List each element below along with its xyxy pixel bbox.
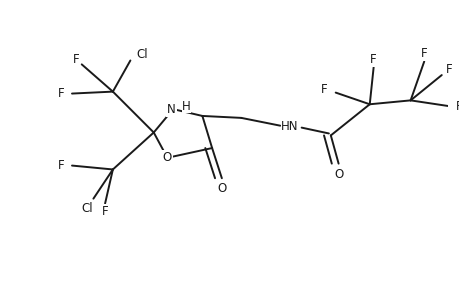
Text: F: F — [73, 53, 79, 66]
Text: O: O — [333, 168, 342, 181]
Text: F: F — [445, 63, 451, 76]
Text: F: F — [420, 47, 426, 60]
Text: F: F — [320, 83, 327, 96]
Text: F: F — [57, 159, 64, 172]
Text: H: H — [182, 100, 190, 113]
Text: HN: HN — [280, 120, 298, 133]
Text: F: F — [369, 53, 376, 66]
Text: N: N — [167, 103, 175, 116]
Text: F: F — [101, 205, 108, 218]
Text: F: F — [455, 100, 459, 113]
Text: F: F — [57, 87, 64, 100]
Text: O: O — [217, 182, 226, 195]
Text: O: O — [162, 151, 172, 164]
Text: Cl: Cl — [136, 48, 147, 61]
Text: Cl: Cl — [82, 202, 93, 215]
